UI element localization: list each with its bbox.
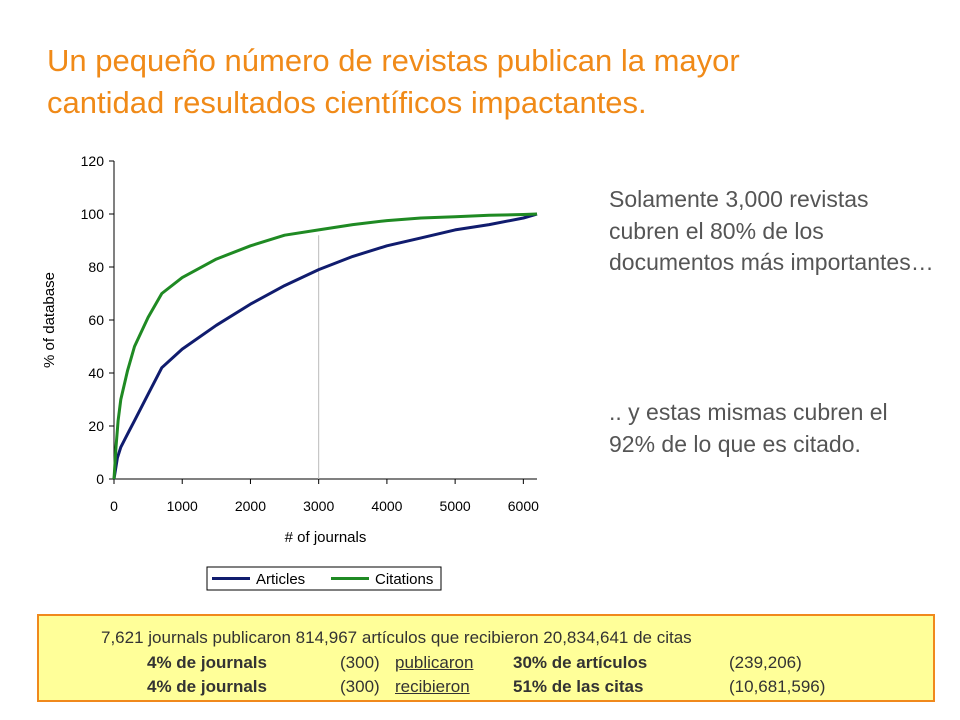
x-tick-label: 1000 [167,498,198,514]
side-note-coverage: Solamente 3,000 revistas cubren el 80% d… [609,186,934,275]
x-tick-label: 3000 [303,498,334,514]
summary-pct: 4% de journals [147,653,267,672]
x-tick-label: 6000 [508,498,539,514]
summary-row-citations: 4% de journals (300) recibieron 51% de l… [39,677,933,699]
summary-count: (300) [340,677,380,696]
y-axis-label: % of database [41,272,58,368]
summary-total: (10,681,596) [729,677,826,696]
x-tick-label: 4000 [371,498,402,514]
y-tick-label: 120 [81,153,105,169]
slide-title: Un pequeño número de revistas publican l… [47,40,927,124]
y-tick-label: 0 [96,471,104,487]
y-tick-label: 60 [88,312,104,328]
summary-count: (300) [340,653,380,672]
summary-verb: publicaron [395,653,474,672]
y-tick-label: 100 [81,206,105,222]
legend-box [206,566,442,591]
y-tick-label: 20 [88,418,104,434]
series-line-articles [112,212,538,480]
x-axis-label: # of journals [285,529,367,546]
slide-title-line-1: Un pequeño número de revistas publican l… [47,43,740,78]
slide-title-line-2: cantidad resultados científicos impactan… [47,85,647,120]
x-tick-label: 2000 [235,498,266,514]
legend-label-articles: Articles [256,571,305,588]
summary-share: 30% de artículos [513,653,648,672]
summary-box: 7,621 journals publicaron 814,967 artícu… [37,614,935,702]
summary-share: 51% de las citas [513,677,644,696]
summary-verb: recibieron [395,677,470,696]
summary-total-line: 7,621 journals publicaron 814,967 artícu… [101,628,692,647]
summary-pct: 4% de journals [147,677,267,696]
side-note-citations: .. y estas mismas cubren el 92% de lo qu… [609,399,888,457]
x-tick-label: 0 [110,498,118,514]
legend-label-citations: Citations [375,571,433,588]
x-tick-label: 5000 [440,498,471,514]
summary-row-articles: 4% de journals (300) publicaron 30% de a… [39,653,933,675]
series-line-citations [112,212,538,480]
y-tick-label: 80 [88,259,104,275]
y-tick-label: 40 [88,365,104,381]
summary-total: (239,206) [729,653,802,672]
